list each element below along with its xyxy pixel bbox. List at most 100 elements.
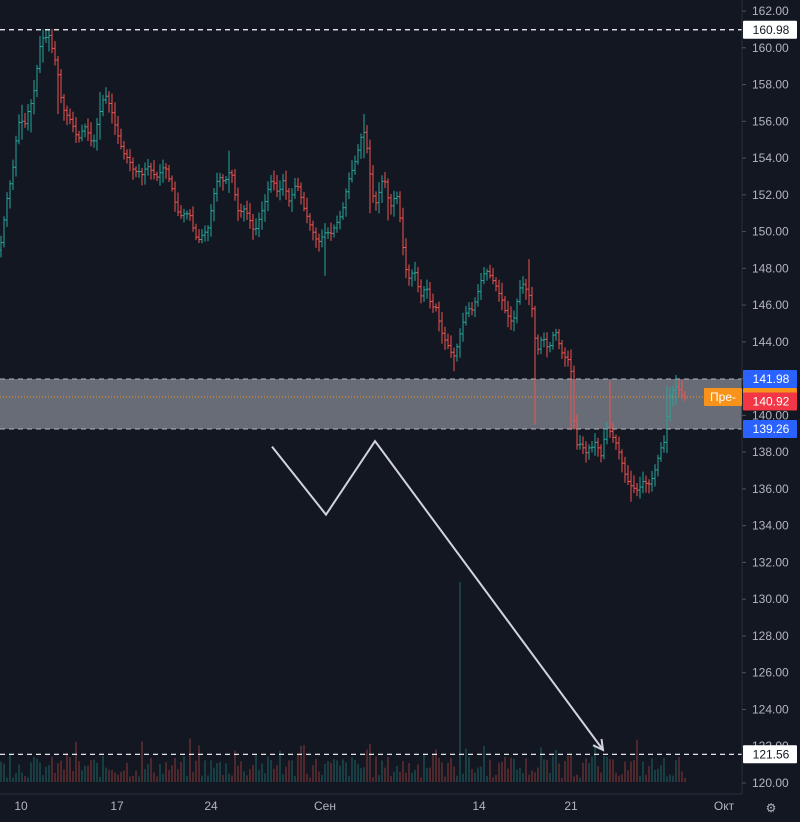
ohlc-bar [614, 434, 618, 450]
ohlc-bar [143, 162, 147, 185]
ohlc-bar [617, 436, 621, 460]
price-tick-label: 160.00 [752, 41, 789, 55]
ohlc-bar [641, 471, 645, 494]
ohlc-bar [35, 64, 39, 98]
ohlc-bar [242, 205, 246, 222]
zigzag-arrowhead [592, 738, 605, 752]
ohlc-bar [284, 170, 288, 200]
ohlc-bar [227, 150, 231, 193]
price-tick-label: 128.00 [752, 629, 789, 643]
price-tick-label: 158.00 [752, 78, 789, 92]
ohlc-bar [683, 391, 687, 402]
level-label: 160.98 [743, 20, 797, 39]
ohlc-bar [215, 172, 219, 202]
ohlc-bar [194, 223, 198, 240]
ohlc-bar [263, 194, 267, 222]
ohlc-bar [287, 187, 291, 207]
ohlc-bar [332, 224, 336, 238]
ohlc-bar [110, 93, 114, 124]
ohlc-bar [410, 269, 414, 287]
ohlc-bar [182, 208, 186, 223]
ohlc-bar [389, 194, 393, 215]
ohlc-bar [638, 476, 642, 499]
ohlc-bar [680, 379, 684, 399]
zigzag-drawing[interactable] [271, 439, 605, 752]
ohlc-bar [8, 180, 12, 209]
zigzag-line[interactable] [271, 439, 604, 751]
ohlc-bar [374, 191, 378, 211]
ohlc-bar [38, 35, 42, 73]
level-label: 121.56 [743, 745, 797, 764]
ohlc-bar [464, 305, 468, 326]
price-tick-label: 130.00 [752, 592, 789, 606]
ohlc-bar [101, 94, 105, 117]
zone-lower-label: 139.26 [743, 419, 797, 438]
ohlc-bar [665, 385, 669, 454]
ohlc-bar [584, 441, 588, 463]
ohlc-bar [587, 444, 591, 460]
ohlc-bar [266, 181, 270, 212]
ohlc-bar [527, 259, 531, 306]
ohlc-bar [320, 229, 324, 248]
ohlc-bar [368, 139, 372, 214]
ohlc-bar [335, 215, 339, 233]
price-tick-label: 120.00 [752, 776, 789, 790]
ohlc-bar [272, 170, 276, 191]
ohlc-bar [551, 331, 555, 350]
ohlc-bar [401, 207, 405, 256]
ohlc-bar [257, 212, 261, 238]
gear-icon[interactable]: ⚙ [766, 801, 777, 815]
ohlc-bar [593, 433, 597, 456]
ohlc-bar [206, 225, 210, 242]
ohlc-bar [572, 365, 576, 430]
ohlc-bar [275, 175, 279, 198]
price-tick-label: 140.00 [752, 408, 789, 422]
price-tick-label: 148.00 [752, 261, 789, 275]
time-axis[interactable]: 10 17 24 Сен 14 21 Окт ⚙ [0, 793, 800, 822]
ohlc-bar [602, 430, 606, 460]
ohlc-bar [644, 475, 648, 493]
ohlc-bar [533, 305, 537, 425]
price-tick-label: 146.00 [752, 298, 789, 312]
ohlc-bar [488, 264, 492, 279]
ohlc-bar [125, 149, 129, 164]
ohlc-bar [662, 435, 666, 453]
ohlc-bar [104, 87, 108, 104]
time-axis-bg [0, 794, 800, 822]
last-price-label: 140.92 [743, 392, 797, 411]
price-tick-label: 132.00 [752, 555, 789, 569]
horizontal-levels [0, 29, 742, 755]
ohlc-bar [419, 279, 423, 304]
ohlc-bar [413, 261, 417, 282]
ohlc-bar [152, 160, 156, 180]
ohlc-bar [95, 117, 99, 151]
ohlc-bar [416, 267, 420, 293]
ohlc-bar [29, 99, 33, 133]
ohlc-bar [65, 105, 69, 126]
price-axis[interactable]: 162.00 160.00 158.00 156.00 154.00 152.00 150.… [741, 0, 800, 822]
ohlc-bar [635, 483, 639, 497]
ohlc-bar [71, 111, 75, 133]
ohlc-bar [290, 188, 294, 212]
ohlc-bar [362, 113, 366, 159]
ohlc-bar [539, 336, 543, 355]
price-tick-label: 134.00 [752, 519, 789, 533]
ohlc-bar [0, 235, 3, 258]
ohlc-bar [17, 114, 21, 145]
ohlc-bar [113, 102, 117, 135]
ohlc-bar [383, 171, 387, 189]
ohlc-bar [338, 210, 342, 230]
ohlc-bar [674, 374, 678, 405]
ohlc-bar [122, 140, 126, 160]
ohlc-bar [56, 56, 60, 114]
ohlc-bar [398, 191, 402, 223]
ohlc-bar [647, 479, 651, 494]
ohlc-bar [590, 441, 594, 453]
ohlc-bar [326, 227, 330, 240]
ohlc-bar [221, 174, 225, 191]
ohlc-bar [92, 134, 96, 148]
ohlc-bar [365, 125, 369, 154]
ohlc-bar [140, 168, 144, 186]
ohlc-bar [386, 178, 390, 221]
